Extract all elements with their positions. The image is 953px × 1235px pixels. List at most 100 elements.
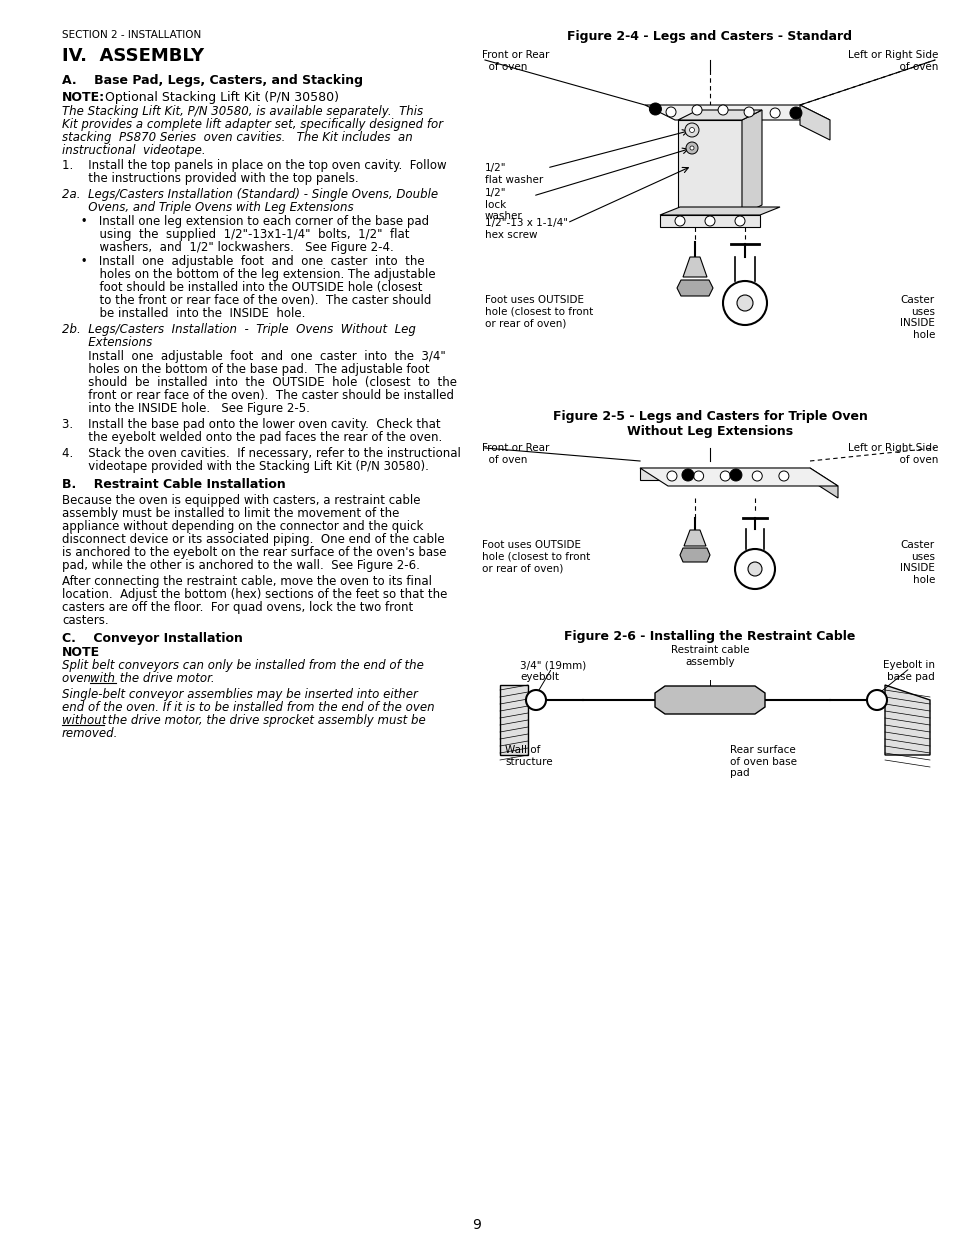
Circle shape (525, 690, 545, 710)
Text: foot should be installed into the OUTSIDE hole (closest: foot should be installed into the OUTSID… (62, 282, 422, 294)
Text: Left or Right Side
      of oven: Left or Right Side of oven (846, 49, 937, 72)
Text: location.  Adjust the bottom (hex) sections of the feet so that the: location. Adjust the bottom (hex) sectio… (62, 588, 447, 601)
Circle shape (789, 107, 801, 119)
Text: end of the oven. If it is to be installed from the end of the oven: end of the oven. If it is to be installe… (62, 701, 435, 714)
Text: is anchored to the eyebolt on the rear surface of the oven's base: is anchored to the eyebolt on the rear s… (62, 546, 446, 559)
Text: Extensions: Extensions (62, 336, 152, 350)
Text: Caster
uses
INSIDE
hole: Caster uses INSIDE hole (900, 295, 934, 340)
Text: 1/2"-13 x 1-1/4"
hex screw: 1/2"-13 x 1-1/4" hex screw (484, 219, 567, 240)
Text: without: without (62, 714, 107, 727)
Text: with: with (90, 672, 115, 685)
Circle shape (752, 471, 761, 480)
Text: Kit provides a complete lift adapter set, specifically designed for: Kit provides a complete lift adapter set… (62, 119, 442, 131)
Text: Single-belt conveyor assemblies may be inserted into either: Single-belt conveyor assemblies may be i… (62, 688, 417, 701)
Text: Optional Stacking Lift Kit (P/N 30580): Optional Stacking Lift Kit (P/N 30580) (97, 91, 338, 104)
Text: stacking  PS870 Series  oven cavities.   The Kit includes  an: stacking PS870 Series oven cavities. The… (62, 131, 413, 144)
Text: removed.: removed. (62, 727, 118, 740)
Text: Restraint cable
assembly: Restraint cable assembly (670, 645, 748, 667)
Text: Caster
uses
INSIDE
hole: Caster uses INSIDE hole (900, 540, 934, 585)
Text: 3/4" (19mm)
eyebolt: 3/4" (19mm) eyebolt (519, 659, 586, 682)
Text: pad, while the other is anchored to the wall.  See Figure 2-6.: pad, while the other is anchored to the … (62, 559, 419, 572)
Text: •   Install one leg extension to each corner of the base pad: • Install one leg extension to each corn… (62, 215, 429, 228)
Text: Figure 2-5 - Legs and Casters for Triple Oven: Figure 2-5 - Legs and Casters for Triple… (552, 410, 866, 424)
Text: 2b.  Legs/Casters  Installation  -  Triple  Ovens  Without  Leg: 2b. Legs/Casters Installation - Triple O… (62, 324, 416, 336)
Text: Figure 2-4 - Legs and Casters - Standard: Figure 2-4 - Legs and Casters - Standard (567, 30, 852, 43)
Text: holes on the bottom of the leg extension. The adjustable: holes on the bottom of the leg extension… (62, 268, 436, 282)
Polygon shape (809, 468, 837, 498)
Circle shape (704, 216, 714, 226)
Circle shape (734, 550, 774, 589)
Text: Because the oven is equipped with casters, a restraint cable: Because the oven is equipped with caster… (62, 494, 420, 508)
Text: NOTE:: NOTE: (62, 91, 105, 104)
Circle shape (681, 469, 693, 480)
Text: washers,  and  1/2" lockwashers.   See Figure 2-4.: washers, and 1/2" lockwashers. See Figur… (62, 241, 394, 254)
Polygon shape (659, 215, 760, 227)
Circle shape (649, 103, 660, 115)
Text: 1.    Install the top panels in place on the top oven cavity.  Follow: 1. Install the top panels in place on th… (62, 159, 446, 172)
Circle shape (665, 107, 676, 117)
Text: 1/2"
flat washer: 1/2" flat washer (484, 163, 542, 184)
Bar (499, 685, 527, 755)
Circle shape (769, 107, 780, 119)
Text: Eyebolt in
base pad: Eyebolt in base pad (882, 659, 934, 682)
Text: Ovens, and Triple Ovens with Leg Extensions: Ovens, and Triple Ovens with Leg Extensi… (62, 201, 354, 214)
Text: assembly must be installed to limit the movement of the: assembly must be installed to limit the … (62, 508, 399, 520)
Text: IV.  ASSEMBLY: IV. ASSEMBLY (62, 47, 204, 65)
Text: the eyebolt welded onto the pad faces the rear of the oven.: the eyebolt welded onto the pad faces th… (62, 431, 442, 445)
Text: to the front or rear face of the oven).  The caster should: to the front or rear face of the oven). … (62, 294, 431, 308)
Text: casters.: casters. (62, 614, 109, 627)
Text: videotape provided with the Stacking Lift Kit (P/N 30580).: videotape provided with the Stacking Lif… (62, 459, 429, 473)
Polygon shape (678, 120, 741, 215)
Text: 4.    Stack the oven cavities.  If necessary, refer to the instructional: 4. Stack the oven cavities. If necessary… (62, 447, 460, 459)
Text: Front or Rear
  of oven: Front or Rear of oven (481, 49, 549, 72)
Polygon shape (682, 257, 706, 277)
Circle shape (734, 216, 744, 226)
Text: Figure 2-6 - Installing the Restraint Cable: Figure 2-6 - Installing the Restraint Ca… (564, 630, 855, 643)
Circle shape (729, 469, 741, 480)
Text: Front or Rear
  of oven: Front or Rear of oven (481, 443, 549, 464)
Text: oven: oven (62, 672, 94, 685)
Circle shape (689, 146, 693, 149)
Text: casters are off the floor.  For quad ovens, lock the two front: casters are off the floor. For quad oven… (62, 601, 413, 614)
Circle shape (778, 471, 788, 480)
Text: Left or Right Side
      of oven: Left or Right Side of oven (846, 443, 937, 464)
Circle shape (866, 690, 886, 710)
Circle shape (718, 105, 727, 115)
Polygon shape (639, 468, 809, 480)
Text: •   Install  one  adjustable  foot  and  one  caster  into  the: • Install one adjustable foot and one ca… (62, 254, 424, 268)
Circle shape (691, 105, 701, 115)
Polygon shape (683, 530, 705, 546)
Text: front or rear face of the oven).  The caster should be installed: front or rear face of the oven). The cas… (62, 389, 454, 403)
Text: SECTION 2 - INSTALLATION: SECTION 2 - INSTALLATION (62, 30, 201, 40)
Text: into the INSIDE hole.   See Figure 2-5.: into the INSIDE hole. See Figure 2-5. (62, 403, 310, 415)
Text: be installed  into the  INSIDE  hole.: be installed into the INSIDE hole. (62, 308, 305, 320)
Circle shape (666, 471, 677, 480)
Circle shape (675, 216, 684, 226)
Polygon shape (644, 105, 829, 120)
Polygon shape (679, 548, 709, 562)
Text: 2a.  Legs/Casters Installation (Standard) - Single Ovens, Double: 2a. Legs/Casters Installation (Standard)… (62, 188, 437, 201)
Text: Without Leg Extensions: Without Leg Extensions (626, 425, 792, 438)
Text: Install  one  adjustable  foot  and  one  caster  into  the  3/4": Install one adjustable foot and one cast… (62, 350, 445, 363)
Text: instructional  videotape.: instructional videotape. (62, 144, 206, 157)
Circle shape (684, 124, 699, 137)
Polygon shape (800, 105, 829, 140)
Text: holes on the bottom of the base pad.  The adjustable foot: holes on the bottom of the base pad. The… (62, 363, 429, 375)
Text: the instructions provided with the top panels.: the instructions provided with the top p… (62, 172, 358, 185)
Circle shape (743, 107, 753, 117)
Polygon shape (741, 110, 761, 215)
Polygon shape (655, 685, 764, 714)
Text: After connecting the restraint cable, move the oven to its final: After connecting the restraint cable, mo… (62, 576, 432, 588)
Polygon shape (659, 207, 780, 215)
Circle shape (737, 295, 752, 311)
Circle shape (689, 127, 694, 132)
Text: C.    Conveyor Installation: C. Conveyor Installation (62, 632, 243, 645)
Circle shape (685, 142, 698, 154)
Text: Rear surface
of oven base
pad: Rear surface of oven base pad (729, 745, 796, 778)
Text: the drive motor, the drive sprocket assembly must be: the drive motor, the drive sprocket asse… (104, 714, 425, 727)
Text: Foot uses OUTSIDE
hole (closest to front
or rear of oven): Foot uses OUTSIDE hole (closest to front… (481, 540, 590, 573)
Text: 3.    Install the base pad onto the lower oven cavity.  Check that: 3. Install the base pad onto the lower o… (62, 417, 440, 431)
Polygon shape (678, 110, 761, 120)
Polygon shape (639, 468, 837, 487)
Text: NOTE: NOTE (62, 646, 100, 659)
